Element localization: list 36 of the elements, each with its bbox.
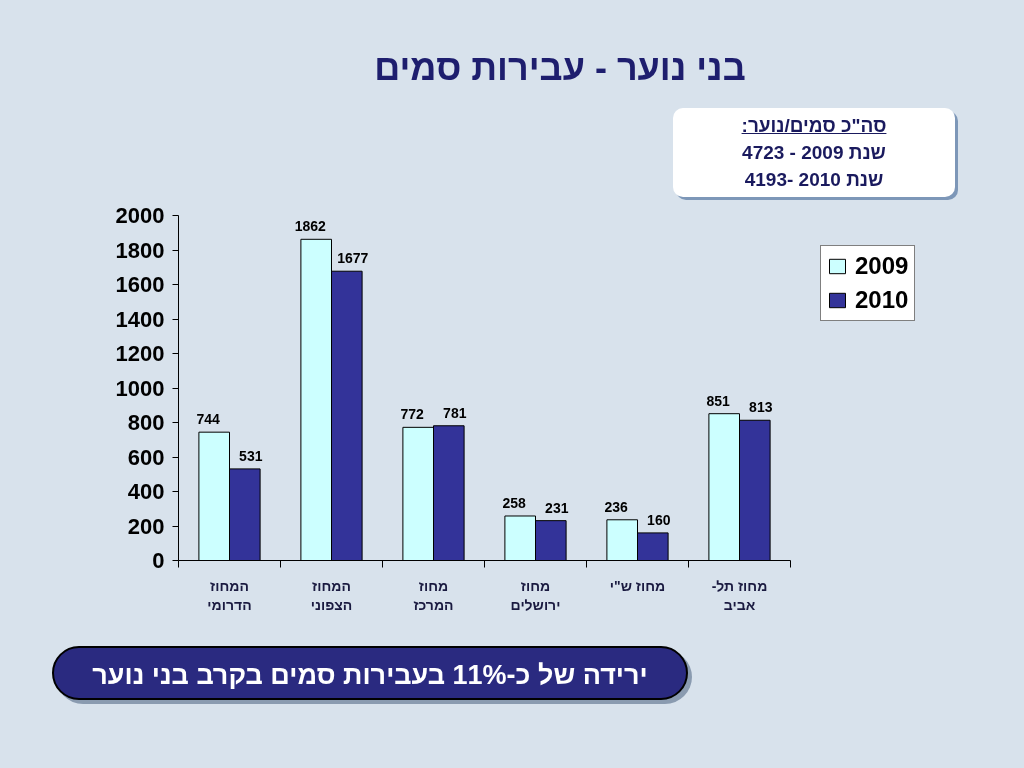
text: שנת 2009 - 4723 [741,141,887,165]
data-label: 160 [647,511,671,528]
y-tick-label: 2000 [115,203,165,228]
chart-title: בני נוער - עבירות סמים [373,46,747,90]
x-tick-label: המחוז הצפוני [310,577,353,613]
y-tick-label: 800 [127,410,165,435]
legend-label: 2010 [855,286,909,314]
y-tick-label: 400 [127,479,165,504]
y-tick-label: 1800 [115,237,165,263]
data-label: 1677 [337,250,369,267]
data-label: 258 [502,494,527,511]
y-tick-label: 1200 [115,341,165,366]
data-label: 231 [545,499,569,516]
data-label: 236 [604,498,629,515]
x-tick-label: מחוז ירושלים [510,577,561,613]
data-label: 772 [400,406,425,423]
y-tick-label: 1600 [115,272,165,297]
x-tick-label: המחוז הדרומי [207,577,252,613]
y-tick-label: 1000 [115,375,165,401]
y-tick-label: 600 [127,444,165,470]
data-label: 531 [239,447,263,464]
y-tick-label: 200 [127,513,165,539]
x-tick-label: מחוז המרכז [413,577,454,613]
data-label: 813 [749,399,773,416]
text: סה"כ סמים/נוער: [741,115,887,136]
data-label: 781 [443,404,467,421]
data-label: 744 [196,411,221,428]
x-tick-label: מחוז תל- אביב [711,577,768,613]
y-tick-label: 1400 [115,306,165,332]
x-tick-label: מחוז ש"י [609,577,666,594]
data-label: 1862 [294,218,326,235]
legend-label: 2009 [855,252,909,280]
text: שנת 2010 -4193 [743,168,885,192]
y-tick-label: 0 [152,548,165,573]
data-label: 851 [706,392,731,409]
text: ירידה של כ-11% בעבירות סמים בקרב בני נוער [52,646,688,700]
